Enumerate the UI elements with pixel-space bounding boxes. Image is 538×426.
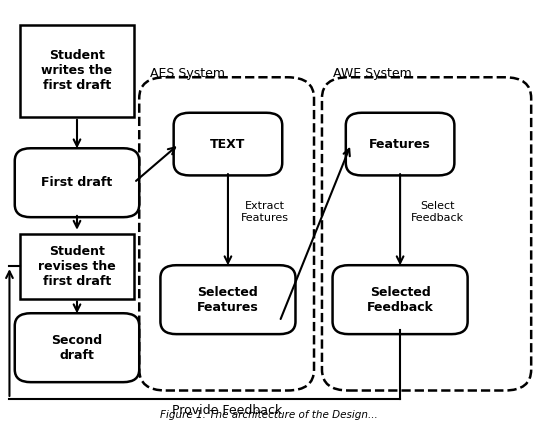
Text: Selected
Feedback: Selected Feedback: [367, 286, 434, 314]
Text: Second
draft: Second draft: [52, 334, 103, 362]
FancyBboxPatch shape: [174, 113, 282, 176]
Text: Student
writes the
first draft: Student writes the first draft: [41, 49, 112, 92]
FancyBboxPatch shape: [15, 148, 139, 217]
Text: TEXT: TEXT: [210, 138, 246, 150]
Text: Figure 1. The architecture of the Design...: Figure 1. The architecture of the Design…: [160, 410, 378, 420]
Text: Features: Features: [369, 138, 431, 150]
Text: Selected
Features: Selected Features: [197, 286, 259, 314]
FancyBboxPatch shape: [20, 25, 134, 117]
Text: Student
revises the
first draft: Student revises the first draft: [38, 245, 116, 288]
Text: AES System: AES System: [150, 66, 225, 80]
FancyBboxPatch shape: [160, 265, 295, 334]
Text: AWE System: AWE System: [332, 66, 412, 80]
Text: First draft: First draft: [41, 176, 112, 189]
FancyBboxPatch shape: [20, 234, 134, 299]
FancyBboxPatch shape: [332, 265, 468, 334]
Text: Provide Feedback: Provide Feedback: [172, 404, 282, 417]
FancyBboxPatch shape: [15, 313, 139, 382]
Text: Select
Feedback: Select Feedback: [410, 201, 464, 223]
FancyBboxPatch shape: [346, 113, 455, 176]
Text: Extract
Features: Extract Features: [241, 201, 289, 223]
